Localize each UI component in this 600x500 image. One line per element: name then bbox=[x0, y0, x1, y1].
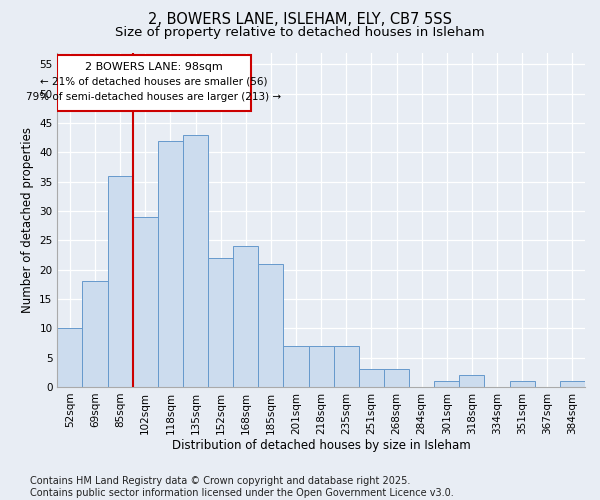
Bar bbox=[58, 328, 82, 387]
Bar bbox=[560, 381, 585, 387]
Bar bbox=[384, 370, 409, 387]
Bar bbox=[434, 381, 460, 387]
Bar bbox=[133, 217, 158, 387]
Bar bbox=[509, 381, 535, 387]
Bar bbox=[259, 264, 283, 387]
Bar bbox=[334, 346, 359, 387]
Bar bbox=[107, 176, 133, 387]
Bar bbox=[283, 346, 308, 387]
Bar bbox=[82, 282, 107, 387]
Text: 79% of semi-detached houses are larger (213) →: 79% of semi-detached houses are larger (… bbox=[26, 92, 281, 102]
Bar bbox=[158, 140, 183, 387]
Y-axis label: Number of detached properties: Number of detached properties bbox=[20, 126, 34, 312]
Text: Contains HM Land Registry data © Crown copyright and database right 2025.
Contai: Contains HM Land Registry data © Crown c… bbox=[30, 476, 454, 498]
Text: ← 21% of detached houses are smaller (56): ← 21% of detached houses are smaller (56… bbox=[40, 77, 268, 87]
Text: 2 BOWERS LANE: 98sqm: 2 BOWERS LANE: 98sqm bbox=[85, 62, 223, 72]
Text: Size of property relative to detached houses in Isleham: Size of property relative to detached ho… bbox=[115, 26, 485, 39]
Bar bbox=[208, 258, 233, 387]
Text: 2, BOWERS LANE, ISLEHAM, ELY, CB7 5SS: 2, BOWERS LANE, ISLEHAM, ELY, CB7 5SS bbox=[148, 12, 452, 28]
Bar bbox=[58, 56, 251, 111]
Bar bbox=[308, 346, 334, 387]
X-axis label: Distribution of detached houses by size in Isleham: Distribution of detached houses by size … bbox=[172, 440, 470, 452]
Bar bbox=[233, 246, 259, 387]
Bar bbox=[183, 134, 208, 387]
Bar bbox=[359, 370, 384, 387]
Bar bbox=[460, 375, 484, 387]
